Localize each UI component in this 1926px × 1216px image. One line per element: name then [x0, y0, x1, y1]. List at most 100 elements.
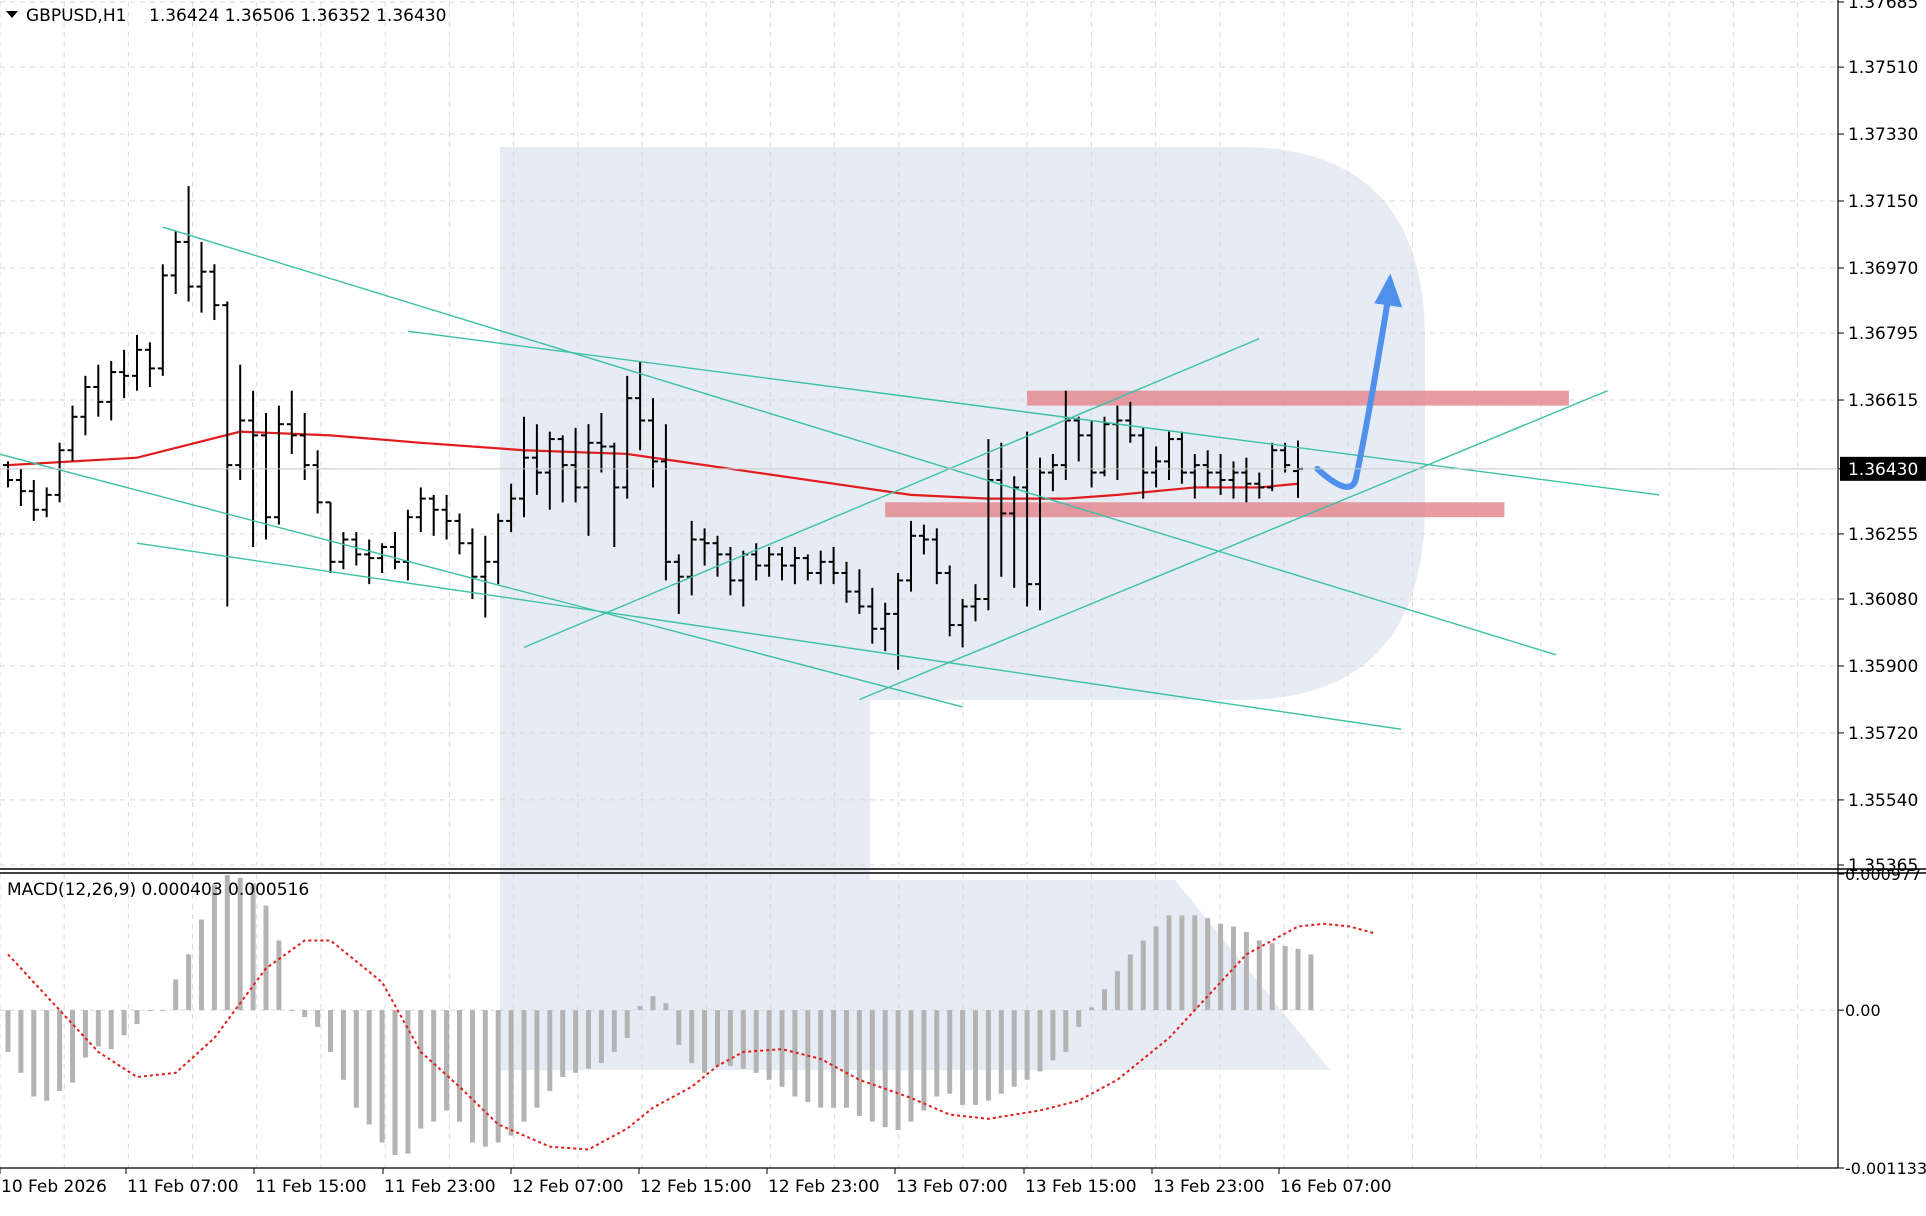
ohlc-bar	[1254, 472, 1265, 499]
ohlc-bar	[286, 390, 297, 454]
ohlc-bar	[1267, 442, 1278, 492]
dropdown-triangle-icon[interactable]	[6, 11, 18, 18]
ohlc-bar	[931, 528, 942, 585]
macd-hist-bar	[57, 1010, 63, 1091]
macd-panel	[5, 874, 1376, 1156]
ohlc-bar	[402, 509, 413, 581]
ohlc-bar	[712, 535, 723, 577]
macd-hist-bar	[211, 884, 217, 1011]
macd-hist-bar	[831, 1010, 837, 1108]
macd-hist-bar	[1205, 918, 1211, 1011]
resistance-zone	[885, 502, 1505, 518]
time-tick-label: 10 Feb 2026	[1, 1177, 107, 1197]
ohlc-bar	[519, 416, 529, 518]
macd-hist-bar	[960, 1010, 966, 1105]
macd-hist-bar	[276, 940, 282, 1011]
macd-hist-bar	[1127, 954, 1133, 1011]
ohlc-bar	[777, 546, 787, 581]
ohlc-bar	[996, 442, 1007, 577]
macd-hist-bar	[457, 1010, 462, 1122]
price-tick-label: 1.37510	[1848, 58, 1918, 78]
ohlc-bar	[80, 375, 91, 436]
macd-hist-bar	[302, 1010, 308, 1018]
ohlc-bar	[906, 520, 916, 592]
ohlc-bar	[570, 427, 581, 503]
macd-hist-bar	[108, 1010, 114, 1050]
macd-hist-bar	[895, 1010, 901, 1130]
macd-hist-bar	[521, 1010, 527, 1122]
ohlc-bar	[673, 554, 684, 614]
ohlc-bar	[1009, 476, 1020, 588]
macd-hist-bar	[44, 1010, 50, 1101]
macd-hist-bar	[18, 1010, 24, 1073]
macd-hist-bar	[1037, 1010, 1043, 1072]
macd-hist-bar	[5, 1010, 11, 1052]
macd-hist-bar	[469, 1010, 475, 1143]
symbol-header[interactable]: GBPUSD,H1 1.36424 1.36506 1.36352 1.3643…	[6, 6, 446, 26]
macd-hist-bar	[147, 1010, 153, 1012]
macd-hist-bar	[1282, 946, 1288, 1011]
time-tick-label: 16 Feb 07:00	[1280, 1177, 1392, 1197]
ohlc-bar	[867, 587, 878, 644]
price-bars	[3, 186, 1303, 670]
ohlc-bar	[428, 494, 439, 536]
ohlc-bar	[854, 569, 865, 614]
trendline	[0, 453, 963, 708]
ohlc-bar	[157, 264, 168, 376]
macd-hist-bar	[482, 1010, 488, 1147]
macd-hist-bar	[508, 1010, 514, 1136]
macd-hist-bar	[753, 1010, 759, 1073]
ohlc-bar	[170, 230, 181, 295]
ohlc-bar	[725, 546, 736, 596]
price-tick-label: 1.35365	[1848, 856, 1918, 876]
ohlc-bar	[312, 450, 323, 514]
macd-hist-bar	[779, 1010, 785, 1087]
ohlc-bar	[802, 554, 813, 581]
ohlc-bar	[1022, 431, 1033, 607]
ohlc-bar	[1073, 416, 1084, 462]
ohlc-bar	[699, 528, 710, 566]
ohlc-bar	[41, 487, 52, 518]
ohlc-bar	[493, 513, 504, 585]
macd-hist-bar	[160, 1010, 166, 1012]
macd-hist-bar	[263, 905, 269, 1011]
ohlc-bar	[1060, 390, 1071, 480]
macd-hist-bar	[766, 1010, 772, 1080]
macd-hist-bar	[844, 1010, 849, 1108]
ohlc-bar	[841, 561, 852, 603]
ohlc-bar	[1047, 453, 1058, 492]
time-tick-label: 11 Feb 23:00	[384, 1177, 496, 1197]
ohlc-bar	[28, 479, 39, 521]
ohlc-bar	[1138, 427, 1149, 499]
macd-hist-bar	[689, 1010, 695, 1064]
macd-hist-bar	[598, 1010, 604, 1064]
macd-hist-bar	[289, 1010, 295, 1012]
price-tick-label: 1.36080	[1848, 590, 1918, 610]
macd-hist-bar	[186, 954, 192, 1011]
price-axis: 1.37685 1.37510 1.37330 1.37150 1.36970 1.367…	[0, 0, 1926, 1178]
macd-hist-bar	[70, 1010, 75, 1083]
ohlc-label: 1.36424 1.36506 1.36352 1.36430	[149, 6, 446, 26]
macd-hist-bar	[573, 1010, 579, 1073]
forecast-arrow	[1314, 273, 1403, 490]
macd-hist-bar	[547, 1010, 553, 1091]
macd-hist-bar	[405, 1010, 411, 1154]
forecast-arrow-path	[1314, 294, 1392, 490]
trendline	[859, 390, 1608, 701]
macd-hist-bar	[534, 1010, 540, 1108]
price-tick-label: 1.35540	[1848, 791, 1918, 811]
macd-hist-bar	[586, 1010, 591, 1069]
time-tick-label: 12 Feb 07:00	[512, 1177, 624, 1197]
ohlc-bar	[209, 264, 220, 321]
time-tick-label: 11 Feb 15:00	[255, 1177, 367, 1197]
trendline	[523, 337, 1260, 649]
macd-hist-bar	[1076, 1010, 1082, 1027]
ohlc-bar	[609, 442, 620, 547]
macd-tick-label: -0.001133	[1845, 1159, 1926, 1178]
price-tick-label: 1.37330	[1848, 125, 1918, 145]
macd-label: MACD(12,26,9) 0.000403 0.000516	[7, 880, 309, 900]
macd-hist-bar	[1192, 915, 1198, 1011]
ohlc-bar	[1215, 453, 1226, 495]
